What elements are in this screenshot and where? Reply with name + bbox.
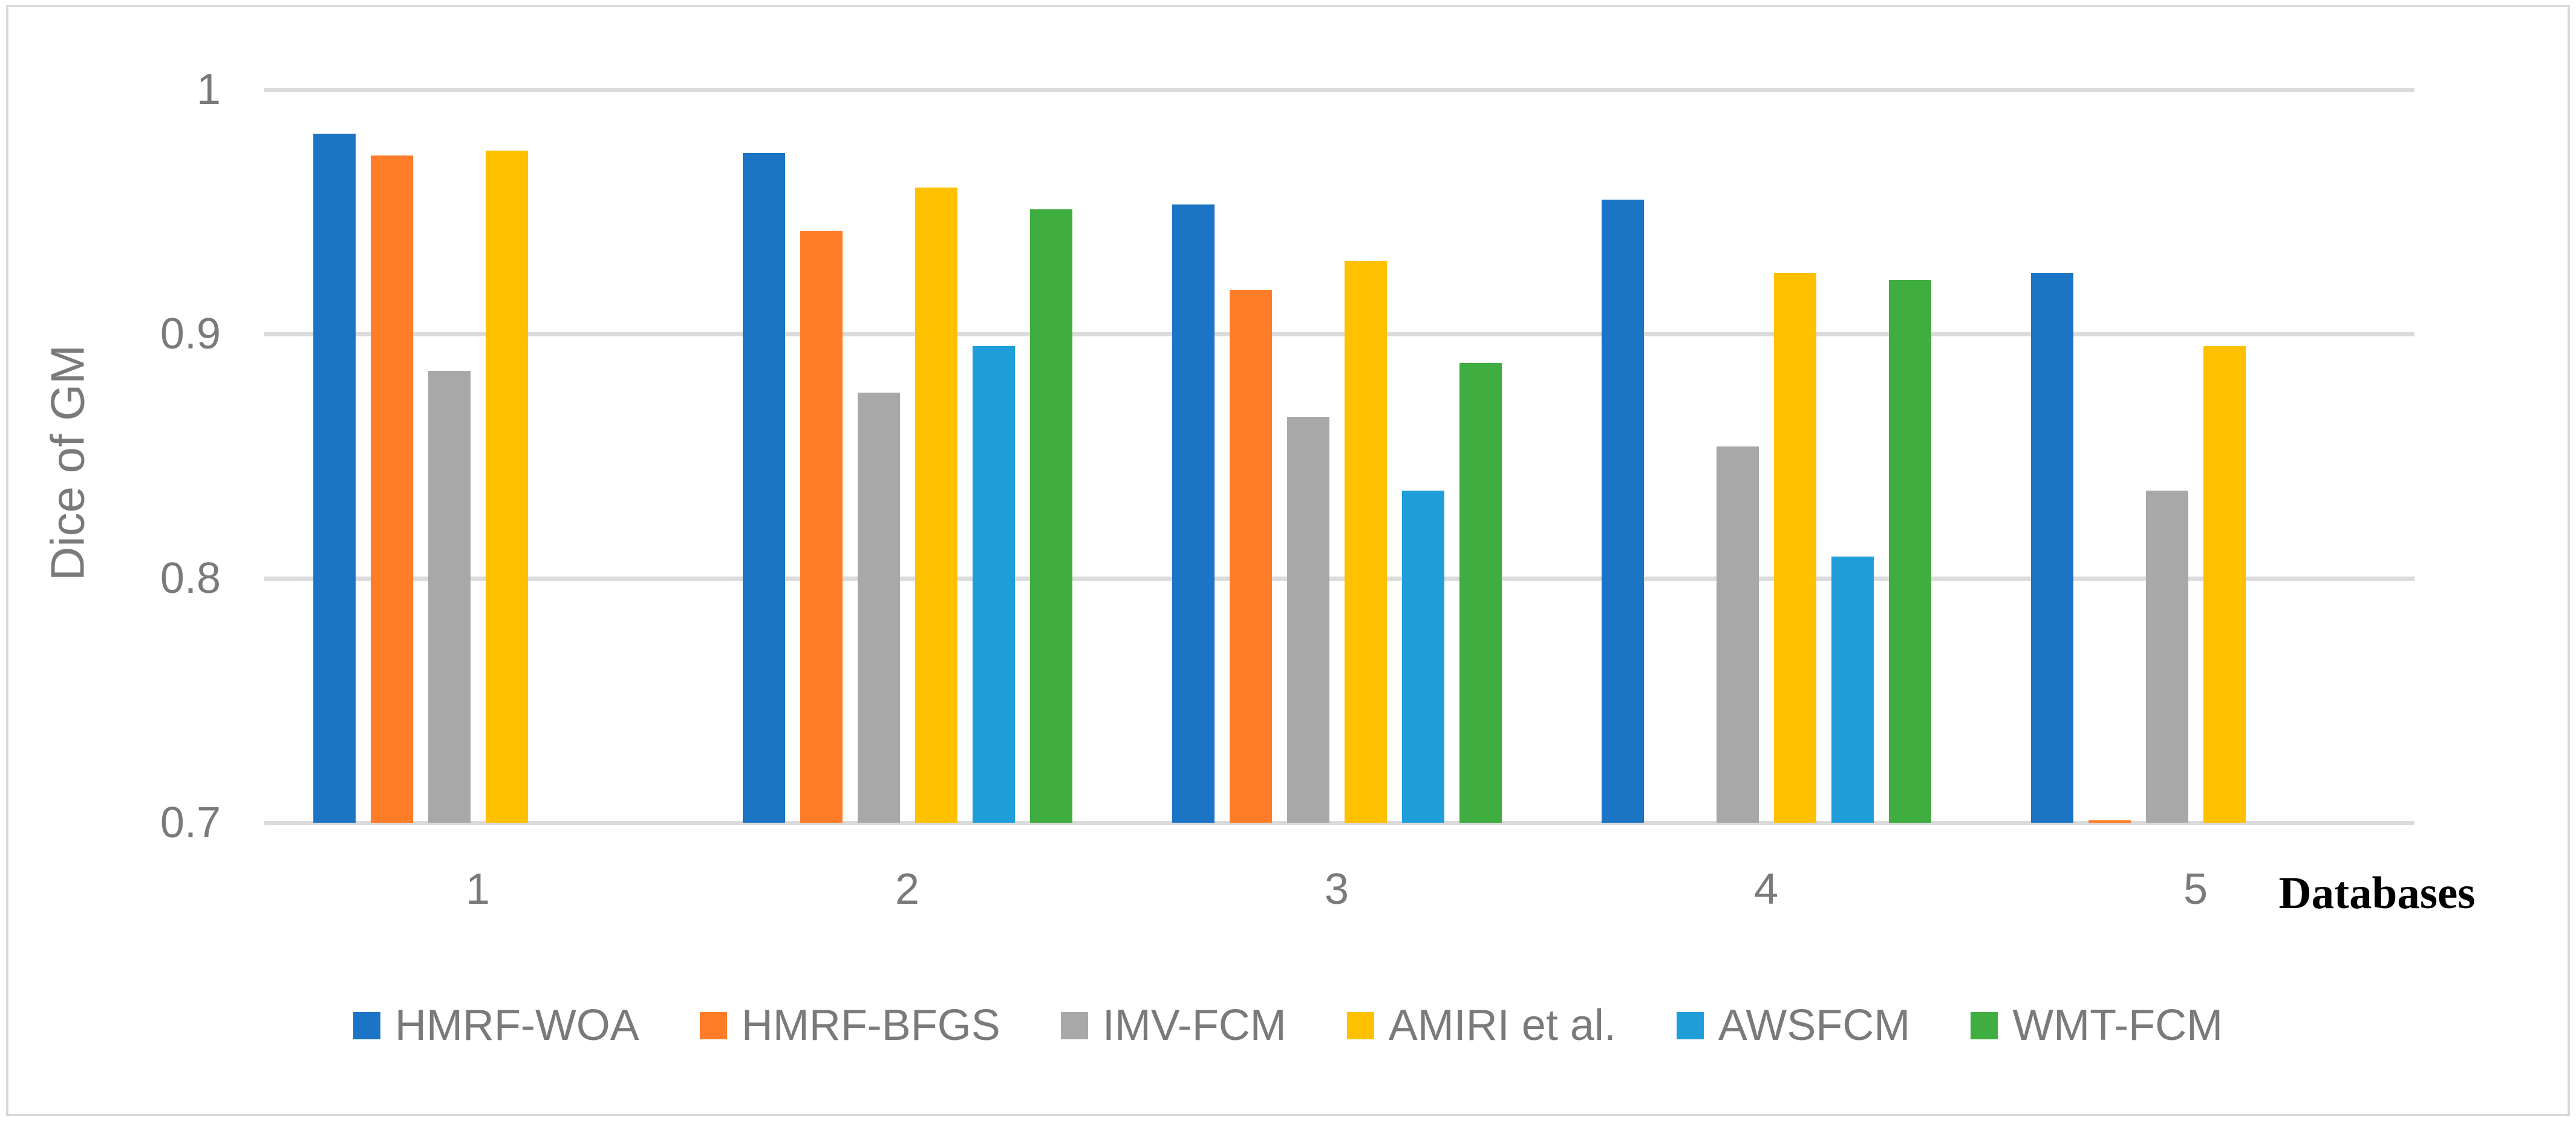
bar-awsfcm-db3 (1401, 490, 1444, 823)
legend-label: HMRF-WOA (394, 1001, 639, 1050)
bar-awsfcm-db2 (972, 346, 1015, 823)
bar-amiri-et-al--db1 (485, 151, 528, 823)
bar-imv-fcm-db3 (1286, 417, 1329, 823)
legend-item-awsfcm: AWSFCM (1676, 1001, 1911, 1050)
gridline-y-1 (264, 88, 2415, 92)
legend-item-imv-fcm: IMV-FCM (1060, 1001, 1286, 1050)
legend-label: IMV-FCM (1102, 1001, 1286, 1050)
legend-label: WMT-FCM (2012, 1001, 2223, 1050)
y-tick-label-0.9: 0.9 (160, 310, 221, 358)
legend-swatch-icon (353, 1012, 380, 1039)
bar-imv-fcm-db4 (1716, 446, 1759, 823)
bar-imv-fcm-db2 (857, 392, 900, 823)
bar-hmrf-bfgs-db3 (1229, 290, 1272, 823)
legend-item-hmrf-woa: HMRF-WOA (353, 1001, 639, 1050)
legend-swatch-icon (1060, 1012, 1088, 1039)
legend-swatch-icon (699, 1012, 727, 1039)
bar-awsfcm-db4 (1831, 556, 1874, 823)
legend-swatch-icon (1971, 1012, 1998, 1039)
gridline-y-0.7 (264, 821, 2415, 825)
bar-amiri-et-al--db4 (1773, 273, 1816, 823)
legend-swatch-icon (1676, 1012, 1704, 1039)
bar-wmt-fcm-db2 (1029, 209, 1072, 823)
bar-amiri-et-al--db3 (1344, 260, 1387, 823)
bar-hmrf-bfgs-db1 (370, 155, 413, 823)
bar-amiri-et-al--db5 (2203, 346, 2246, 823)
bar-imv-fcm-db1 (428, 370, 471, 823)
x-axis-title: Databases (2278, 868, 2476, 918)
chart-legend: HMRF-WOA HMRF-BFGS IMV-FCM AMIRI et al. AWSF… (0, 998, 2576, 1053)
y-tick-label-0.8: 0.8 (160, 554, 221, 603)
legend-item-hmrf-bfgs: HMRF-BFGS (699, 1001, 1000, 1050)
x-category-label-2: 2 (895, 865, 920, 913)
y-tick-label-0.7: 0.7 (160, 799, 221, 847)
gridline-y-0.9 (264, 332, 2415, 336)
bar-amiri-et-al--db2 (915, 187, 957, 823)
bar-imv-fcm-db5 (2145, 490, 2188, 823)
x-category-label-3: 3 (1324, 865, 1349, 913)
legend-swatch-icon (1346, 1012, 1374, 1039)
bar-hmrf-woa-db2 (742, 153, 785, 823)
x-category-label-4: 4 (1753, 865, 1779, 913)
bar-hmrf-woa-db5 (2030, 273, 2073, 823)
bar-hmrf-bfgs-db2 (800, 231, 843, 823)
bar-hmrf-woa-db4 (1601, 199, 1644, 823)
bar-wmt-fcm-db4 (1888, 280, 1931, 823)
legend-item-amiri-et-al-: AMIRI et al. (1346, 1001, 1616, 1050)
legend-label: AWSFCM (1718, 1001, 1911, 1050)
y-tick-label-1: 1 (196, 65, 221, 114)
legend-label: HMRF-BFGS (741, 1001, 1000, 1050)
bar-hmrf-woa-db3 (1172, 204, 1215, 823)
legend-item-wmt-fcm: WMT-FCM (1971, 1001, 2223, 1050)
x-category-label-5: 5 (2183, 865, 2208, 913)
x-category-label-1: 1 (465, 865, 491, 913)
bar-wmt-fcm-db3 (1459, 363, 1502, 823)
gridline-y-0.8 (264, 577, 2415, 581)
y-axis-title: Dice of GM (41, 344, 94, 581)
legend-label: AMIRI et al. (1388, 1001, 1616, 1050)
bar-hmrf-woa-db1 (313, 133, 356, 823)
bar-hmrf-bfgs-db5 (2088, 820, 2131, 823)
